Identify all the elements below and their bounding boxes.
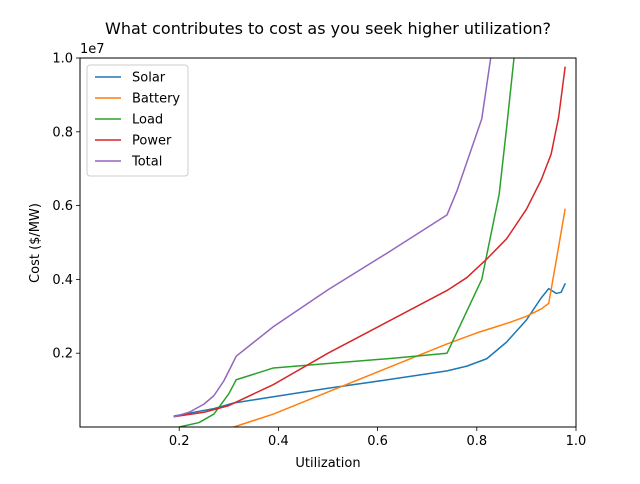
chart-title: What contributes to cost as you seek hig…	[105, 19, 551, 38]
legend-label-solar: Solar	[132, 71, 166, 86]
y-tick-label: 0.8	[52, 125, 73, 140]
y-tick-label: 0.4	[52, 273, 73, 288]
x-tick-label: 1.0	[566, 434, 587, 449]
series-line-battery	[233, 208, 566, 427]
legend-label-battery: Battery	[132, 92, 180, 107]
series-line-total	[173, 58, 492, 418]
legend-box	[86, 64, 189, 177]
y-tick-label: 0.2	[52, 347, 73, 362]
x-tick-label: 0.6	[367, 434, 388, 449]
x-axis-ticks: 0.2 0.4 0.6 0.8 1.0	[169, 427, 586, 449]
legend: Solar Battery Load Power Total	[86, 64, 189, 177]
y-tick-label: 1.0	[52, 52, 73, 67]
y-axis-label: Cost ($/MW)	[28, 203, 43, 283]
x-tick-label: 0.8	[466, 434, 487, 449]
y-axis-offset-label: 1e7	[80, 42, 105, 57]
y-axis-ticks: 0.2 0.4 0.6 0.8 1.0	[52, 52, 80, 362]
series-line-load	[178, 58, 515, 427]
x-tick-label: 0.4	[268, 434, 289, 449]
series-layer	[173, 58, 566, 427]
x-tick-label: 0.2	[169, 434, 190, 449]
x-axis-label: Utilization	[295, 456, 360, 471]
legend-label-total: Total	[131, 155, 162, 170]
legend-label-power: Power	[132, 134, 172, 149]
plot-area-frame	[79, 57, 577, 428]
y-tick-label: 0.6	[52, 199, 73, 214]
legend-label-load: Load	[132, 113, 163, 128]
series-line-power	[173, 66, 566, 418]
